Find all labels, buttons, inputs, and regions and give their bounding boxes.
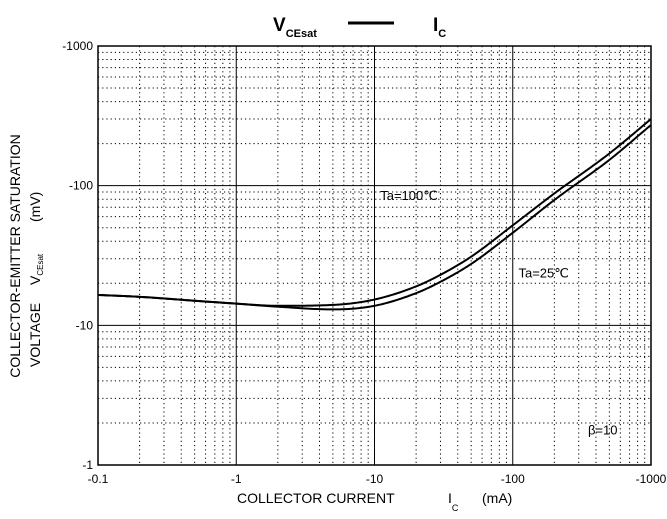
y-tick-labels: -1 -10 -100 -1000: [62, 39, 93, 472]
y-tick-label: -1: [82, 458, 93, 472]
y-axis-label-line2: VOLTAGE VCEsat (mV): [27, 192, 45, 367]
x-axis-symbol-sub: C: [452, 503, 459, 513]
y-axis-unit: (mV): [27, 192, 43, 222]
y-axis-symbol: V: [27, 275, 43, 285]
annotations: Ta=100℃ Ta=25℃ β=10: [380, 188, 617, 438]
annotation-label: Ta=25℃: [518, 266, 568, 281]
series-curves: [97, 118, 652, 311]
y-axis-label: COLLECTOR-EMITTER SATURATION VOLTAGE VCEs…: [7, 134, 45, 377]
x-tick-label: -0.1: [88, 472, 109, 486]
x-axis-label: COLLECTOR CURRENT IC (mA): [237, 490, 512, 513]
plot-frame: [97, 45, 652, 466]
x-tick-label: -1000: [636, 472, 667, 486]
x-tick-label: -10: [366, 472, 384, 486]
y-axis-label-voltage: VOLTAGE: [27, 303, 43, 367]
y-axis-label-line1: COLLECTOR-EMITTER SATURATION: [7, 134, 23, 377]
title-vce-subscript: CEsat: [286, 28, 318, 40]
annotation-label: Ta=100℃: [380, 188, 438, 203]
title-ic-symbol: I: [433, 15, 438, 36]
annotation-label: β=10: [588, 423, 618, 438]
y-axis-symbol-sub: CEsat: [36, 253, 45, 276]
series-line: [97, 124, 652, 311]
y-tick-label: -1000: [62, 39, 93, 53]
y-tick-label: -10: [76, 318, 94, 332]
title-ic-subscript: C: [438, 28, 446, 40]
x-axis-symbol: I: [448, 490, 452, 506]
chart-title: VCEsat IC: [273, 15, 446, 41]
x-tick-label: -100: [501, 472, 525, 486]
x-axis-unit: (mA): [482, 490, 512, 506]
y-tick-label: -100: [69, 179, 93, 193]
x-tick-labels: -0.1 -1 -10 -100 -1000: [88, 472, 667, 486]
major-gridlines: [97, 45, 652, 466]
x-tick-label: -1: [231, 472, 242, 486]
title-vce-symbol: V: [273, 15, 286, 36]
x-axis-label-text: COLLECTOR CURRENT: [237, 490, 395, 506]
minor-gridlines: [98, 46, 651, 465]
